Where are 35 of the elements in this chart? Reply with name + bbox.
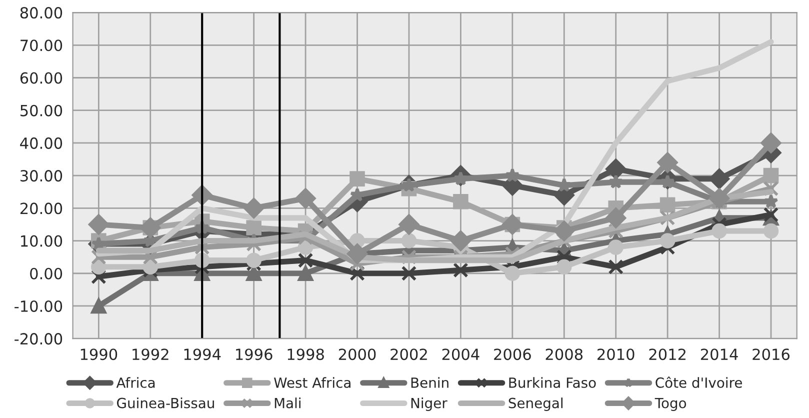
y-tick-label: 80.00 (20, 7, 62, 19)
legend-label: Burkina Faso (509, 377, 596, 388)
y-tick-label: -20.00 (14, 333, 62, 345)
x-tick-label: 2006 (494, 348, 531, 360)
y-tick-label: 40.00 (20, 137, 62, 149)
x-tick-label: 1990 (80, 348, 118, 360)
y-tick-label: 10.00 (21, 235, 62, 247)
x-tick-label: 2012 (649, 348, 686, 360)
legend-label: Senegal (508, 398, 562, 411)
legend-label: Niger (411, 398, 448, 411)
x-tick-label: 1998 (288, 348, 324, 360)
y-tick-label: 50.00 (20, 104, 62, 116)
x-tick-label: 2010 (598, 348, 634, 360)
y-tick-label: 0.00 (30, 268, 62, 280)
y-tick-label: 30.00 (20, 170, 62, 182)
legend-label: Togo (654, 398, 686, 411)
x-tick-label: 2002 (390, 348, 427, 360)
legend-label: Guinea-Bissau (117, 398, 214, 408)
x-tick-label: 1996 (236, 348, 272, 360)
y-tick-label: -10.00 (14, 300, 62, 312)
legend-label: Africa (116, 377, 155, 388)
legend-label: Côte d'Ivoire (656, 376, 742, 388)
y-tick-label: 60.00 (20, 72, 62, 84)
legend-label: Mali (274, 398, 300, 408)
x-tick-label: 2014 (700, 348, 738, 360)
x-tick-label: 2016 (752, 348, 790, 360)
y-tick-label: 70.00 (20, 40, 62, 52)
x-tick-label: 2004 (442, 348, 480, 360)
y-tick-label: 20.00 (20, 202, 62, 214)
legend-label: West Africa (274, 377, 350, 388)
x-tick-label: 2000 (338, 348, 376, 360)
legend-label: Benin (411, 377, 448, 388)
x-tick-label: 2008 (546, 348, 583, 360)
x-tick-label: 1994 (184, 348, 221, 360)
x-tick-label: 1992 (132, 348, 168, 360)
